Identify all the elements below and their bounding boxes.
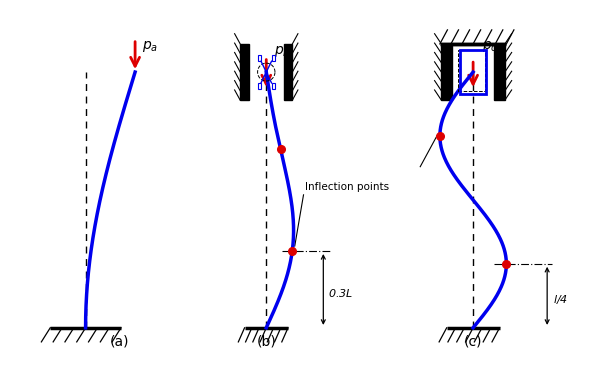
Text: (b): (b) <box>256 335 276 349</box>
Text: 0.3$L$: 0.3$L$ <box>328 287 353 299</box>
Bar <box>258 83 261 89</box>
Bar <box>494 44 505 100</box>
Bar <box>284 44 292 100</box>
Text: $p_b$: $p_b$ <box>274 44 290 59</box>
Bar <box>258 55 261 61</box>
Bar <box>442 44 452 100</box>
Text: $p_a$: $p_a$ <box>142 39 158 54</box>
Text: $l$/4: $l$/4 <box>553 292 568 305</box>
Bar <box>272 83 275 89</box>
Text: $p_c$: $p_c$ <box>482 39 498 54</box>
Bar <box>240 44 249 100</box>
Text: (a): (a) <box>109 335 129 349</box>
Bar <box>460 50 486 94</box>
Text: (c): (c) <box>464 335 482 349</box>
Bar <box>272 55 275 61</box>
Bar <box>458 50 485 91</box>
Text: Inflection points: Inflection points <box>305 182 389 192</box>
